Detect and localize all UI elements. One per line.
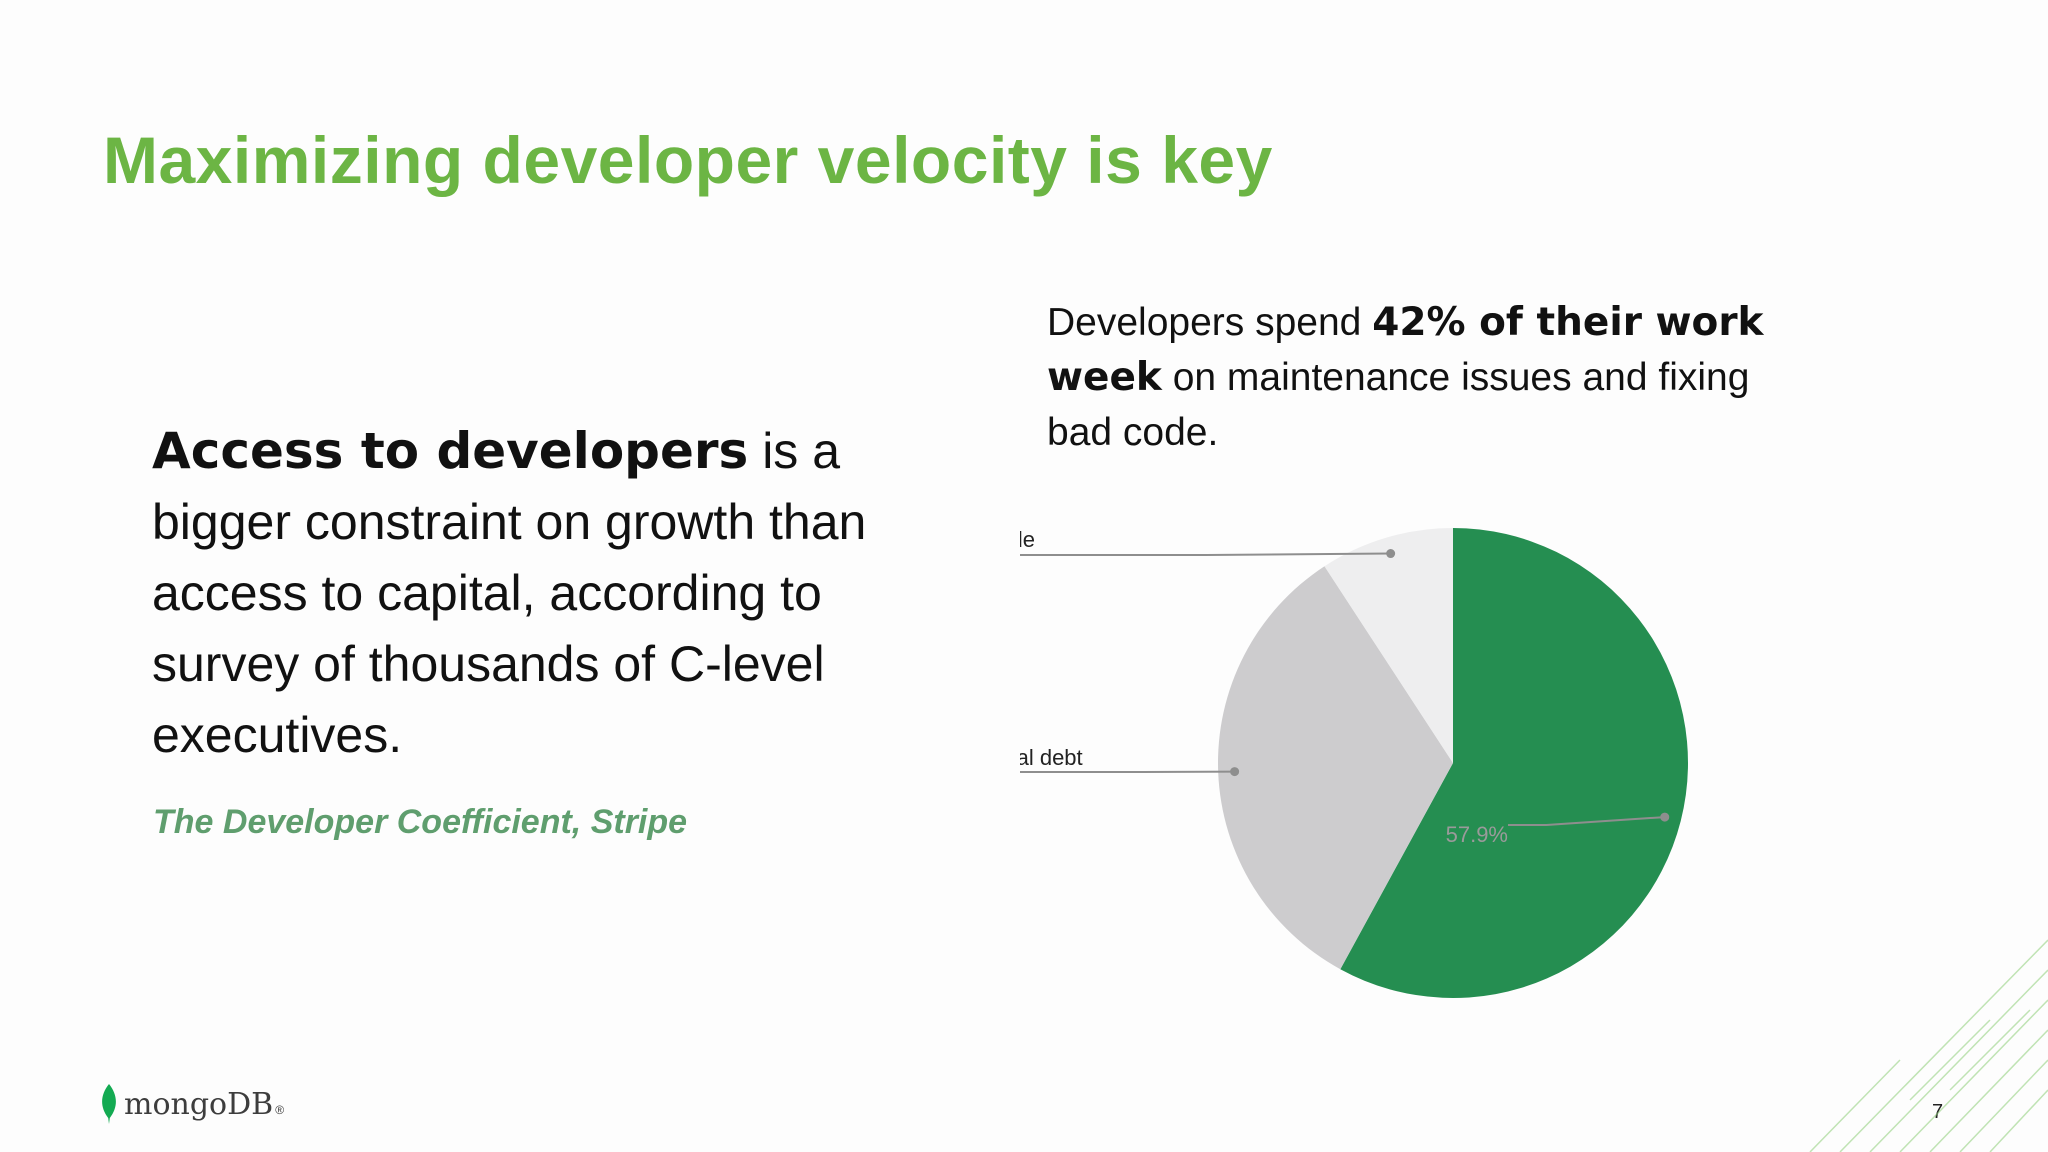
chart-caption: Developers spend 42% of their work week … — [1047, 295, 1807, 460]
leader-line — [1020, 552, 1391, 556]
leader-line — [1508, 816, 1665, 826]
slide-title: Maximizing developer velocity is key — [103, 123, 1273, 197]
pie-slice-technical-debt — [1218, 566, 1453, 970]
leader-dot — [1386, 549, 1396, 559]
pie-slice-main — [1340, 528, 1688, 998]
mongodb-logo: mongoDB ® — [100, 1084, 284, 1124]
slice-name-label: Technical debt — [1020, 745, 1083, 770]
source-citation: The Developer Coefficient, Stripe — [153, 803, 688, 841]
key-statement-bold: Access to developers — [152, 422, 749, 480]
leader-dot — [1660, 812, 1670, 822]
pie-slice-bad-code — [1324, 528, 1453, 763]
key-statement-rest: is a bigger constraint on growth than ac… — [152, 423, 867, 763]
caption-part1: Developers spend — [1047, 301, 1373, 344]
caption-part2: on maintenance issues and fixing bad cod… — [1047, 356, 1750, 454]
slice-value-label: 57.9% — [1446, 822, 1508, 847]
key-statement: Access to developers is a bigger constra… — [152, 416, 912, 771]
leader-dot — [1230, 767, 1240, 777]
pie-chart: 57.9%Technical debt32.8%Bad code9.2% — [1020, 527, 1688, 998]
logo-registered-mark: ® — [275, 1103, 285, 1117]
page-number: 7 — [1932, 1101, 1944, 1123]
leaf-icon — [102, 1084, 116, 1124]
logo-text: mongoDB — [124, 1086, 274, 1122]
caption-bold: 42% of their work week — [1047, 300, 1764, 400]
decorative-stripes — [1809, 939, 2048, 1152]
slice-name-label: Bad code — [1020, 527, 1035, 552]
